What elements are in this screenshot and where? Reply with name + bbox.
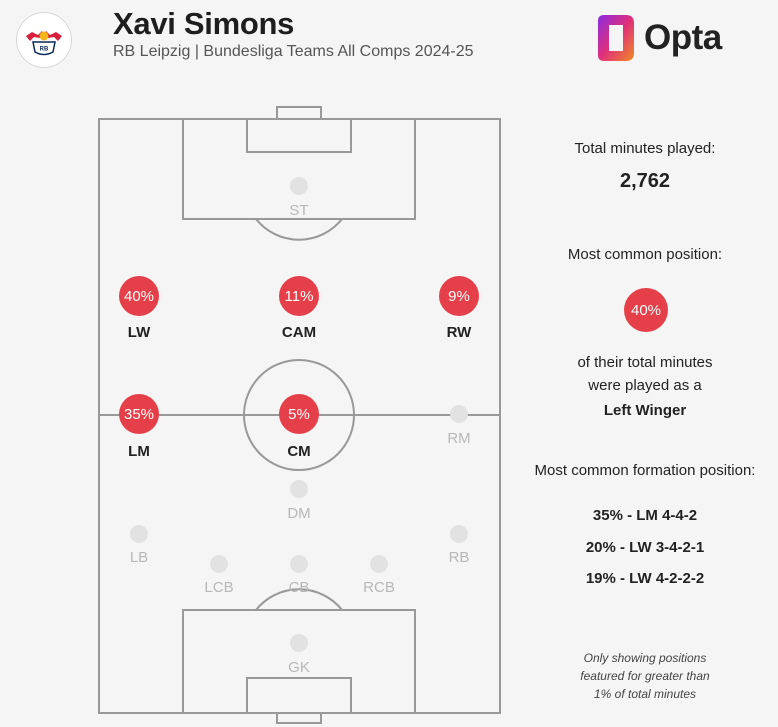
position-dot-st — [290, 177, 308, 195]
position-label-dm: DM — [287, 505, 311, 522]
common-position-text-2: were played as a — [588, 377, 702, 394]
position-label-lw: LW — [127, 324, 151, 341]
top-six-yard-box — [246, 118, 352, 153]
position-dot-cb — [290, 555, 308, 573]
position-dot-gk — [290, 634, 308, 652]
opta-wordmark: Opta — [644, 18, 722, 57]
opta-mark-icon — [598, 15, 634, 61]
position-circle-lm: 35% — [119, 394, 159, 434]
header: RB Xavi Simons RB Leipzig | Bundesliga T… — [0, 0, 778, 80]
footnote-line-3: 1% of total minutes — [593, 687, 697, 701]
pitch-diagram — [98, 106, 501, 724]
position-dot-lb — [130, 525, 148, 543]
footnote-line-2: featured for greater than — [580, 669, 710, 683]
top-penalty-arc — [255, 218, 343, 241]
bottom-penalty-arc — [255, 588, 343, 611]
bottom-goal — [276, 712, 322, 724]
player-name: Xavi Simons — [113, 6, 295, 41]
formation-item: 19% - LW 4-2-2-2 — [585, 570, 705, 587]
position-label-st: ST — [289, 202, 309, 219]
svg-text:RB: RB — [40, 47, 49, 53]
position-label-rcb: RCB — [363, 579, 395, 596]
common-position-text-1: of their total minutes — [577, 354, 713, 371]
common-position-circle: 40% — [624, 288, 668, 332]
position-circle-rw: 9% — [439, 276, 479, 316]
total-minutes-value: 2,762 — [619, 170, 671, 192]
position-dot-rb — [450, 525, 468, 543]
position-dot-rm — [450, 405, 468, 423]
center-circle — [243, 359, 355, 471]
position-label-cm: CM — [287, 443, 311, 460]
rb-leipzig-badge-icon: RB — [16, 12, 72, 68]
total-minutes-label: Total minutes played: — [574, 140, 716, 157]
bottom-six-yard-box — [246, 677, 352, 714]
footnote-line-1: Only showing positions — [583, 651, 707, 665]
position-label-cb: CB — [288, 579, 310, 596]
position-label-lb: LB — [129, 549, 149, 566]
position-label-rw: RW — [446, 324, 472, 341]
position-label-cam: CAM — [281, 324, 317, 341]
position-circle-cam: 11% — [279, 276, 319, 316]
position-dot-rcb — [370, 555, 388, 573]
position-label-gk: GK — [288, 659, 310, 676]
page-subtitle: RB Leipzig | Bundesliga Teams All Comps … — [113, 43, 474, 60]
opta-logo: Opta — [596, 12, 722, 64]
position-circle-cm: 5% — [279, 394, 319, 434]
position-dot-dm — [290, 480, 308, 498]
common-position-name: Left Winger — [603, 402, 687, 419]
position-label-rm: RM — [447, 430, 471, 447]
position-label-lcb: LCB — [204, 579, 234, 596]
position-label-rb: RB — [448, 549, 470, 566]
formation-item: 35% - LM 4-4-2 — [592, 507, 698, 524]
formation-label: Most common formation position: — [534, 462, 756, 479]
position-label-lm: LM — [128, 443, 150, 460]
formation-item: 20% - LW 3-4-2-1 — [585, 539, 705, 556]
top-goal — [276, 106, 322, 120]
position-circle-lw: 40% — [119, 276, 159, 316]
common-position-label: Most common position: — [567, 246, 723, 263]
position-dot-lcb — [210, 555, 228, 573]
